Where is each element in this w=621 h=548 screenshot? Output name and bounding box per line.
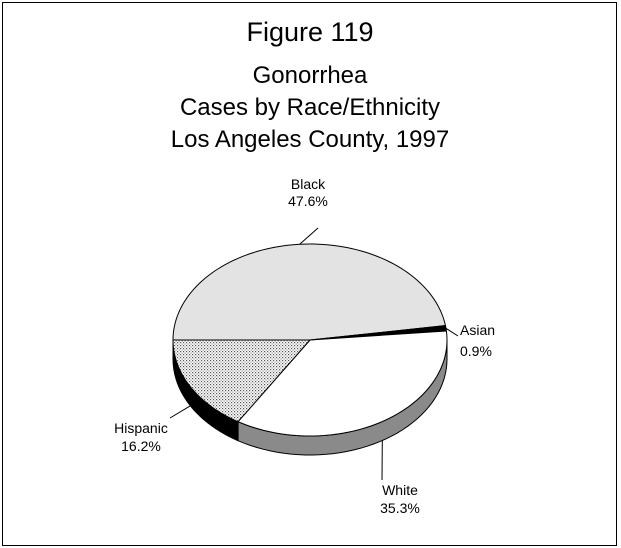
leader-line-hispanic (169, 405, 191, 419)
slice-value-asian: 0.9% (460, 343, 492, 359)
slice-label-white: White (382, 482, 418, 498)
chart-subtitle-line-3: Los Angeles County, 1997 (171, 126, 449, 153)
chart-subtitle-line-2: Cases by Race/Ethnicity (180, 94, 440, 121)
slice-label-black: Black (291, 176, 326, 192)
slice-value-hispanic: 16.2% (121, 438, 161, 454)
chart-title: Figure 119 (246, 17, 373, 47)
pie-slice-black (172, 243, 447, 341)
slice-value-white: 35.3% (380, 500, 420, 516)
leader-lines (169, 227, 459, 481)
slice-value-black: 47.6% (288, 193, 328, 209)
slice-label-hispanic: Hispanic (114, 420, 168, 436)
pie-slice-hispanic (172, 339, 312, 423)
leader-line-asian (445, 327, 459, 337)
slice-label-asian: Asian (460, 322, 495, 338)
pie-tops (172, 243, 448, 437)
leader-line-black (299, 227, 319, 245)
chart-subtitle-line-1: Gonorrhea (253, 62, 368, 89)
pie-slice-white (237, 330, 448, 437)
